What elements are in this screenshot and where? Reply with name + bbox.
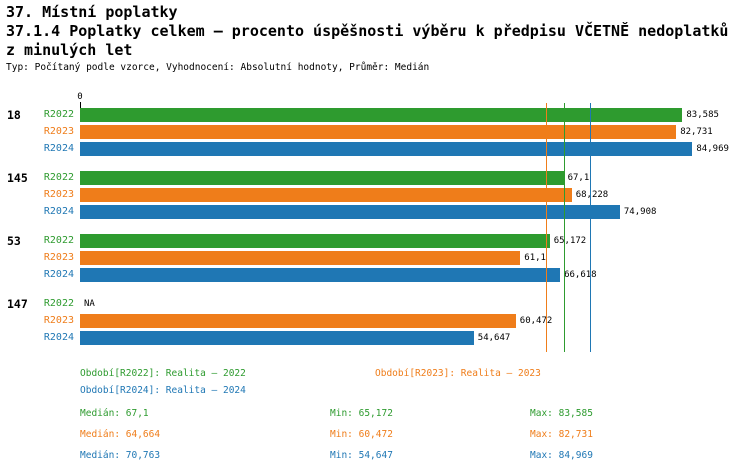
group-label: 53 (7, 234, 21, 248)
median-line-r2022 (563, 103, 565, 352)
group-label: 145 (7, 171, 28, 185)
stat-median-r2022: Medián: 67,1 (80, 408, 149, 419)
bar-r2023 (80, 251, 521, 265)
bar-value-label: 61,1 (524, 253, 546, 263)
bar-r2022 (80, 108, 683, 122)
median-line-r2023 (546, 103, 547, 352)
chart-title: 37.1.4 Poplatky celkem – procento úspěšn… (6, 22, 729, 40)
series-row-label: R2022 (43, 298, 74, 309)
group-label: 147 (7, 297, 28, 311)
group-label: 18 (7, 108, 21, 122)
bar-value-label: 84,969 (696, 144, 729, 154)
series-row-label: R2023 (43, 252, 74, 263)
legend-item-r2023: Období[R2023]: Realita – 2023 (375, 368, 541, 379)
stat-min-r2022: Min: 65,172 (330, 408, 393, 419)
x-axis-tick (80, 102, 81, 108)
series-row-label: R2024 (43, 143, 74, 154)
bar-r2024 (80, 205, 620, 219)
bar-value-label: 65,172 (553, 236, 587, 246)
bar-r2024 (80, 268, 561, 282)
bar-value-label: 82,731 (680, 127, 713, 137)
series-row-label: R2023 (43, 126, 74, 137)
median-line-r2024 (590, 103, 591, 352)
bar-r2023 (80, 188, 572, 202)
bar-r2022 (80, 171, 564, 185)
bar-value-label: NA (84, 299, 95, 309)
bar-r2024 (80, 331, 474, 345)
stat-max-r2022: Max: 83,585 (530, 408, 593, 419)
series-row-label: R2024 (43, 206, 74, 217)
chart-subtitle: Typ: Počítaný podle vzorce, Vyhodnocení:… (6, 62, 430, 73)
series-row-label: R2022 (43, 109, 74, 120)
bar-value-label: 74,908 (623, 207, 657, 217)
bar-value-label: 66,618 (564, 270, 597, 280)
series-row-label: R2022 (43, 235, 74, 246)
series-row-label: R2023 (43, 189, 74, 200)
chart-title-continued: z minulých let (6, 41, 133, 59)
bar-r2023 (80, 314, 516, 328)
bar-value-label: 60,472 (519, 316, 553, 326)
stat-median-r2024: Medián: 70,763 (80, 450, 161, 461)
legend-item-r2024: Období[R2024]: Realita – 2024 (80, 385, 246, 396)
stat-median-r2023: Medián: 64,664 (80, 429, 161, 440)
bar-value-label: 68,228 (575, 190, 609, 200)
bar-r2022 (80, 234, 550, 248)
x-axis-zero-label: 0 (77, 92, 83, 102)
series-row-label: R2024 (43, 269, 74, 280)
stat-max-r2023: Max: 82,731 (530, 429, 593, 440)
stat-min-r2024: Min: 54,647 (330, 450, 393, 461)
report-section-title: 37. Místní poplatky (6, 3, 178, 21)
stat-min-r2023: Min: 60,472 (330, 429, 393, 440)
bar-r2024 (80, 142, 693, 156)
bar-r2023 (80, 125, 677, 139)
bar-value-label: 83,585 (686, 110, 719, 120)
series-row-label: R2023 (43, 315, 74, 326)
bar-value-label: 67,1 (567, 173, 590, 183)
bar-value-label: 54,647 (477, 333, 511, 343)
series-row-label: R2022 (43, 172, 74, 183)
stat-max-r2024: Max: 84,969 (530, 450, 593, 461)
series-row-label: R2024 (43, 332, 74, 343)
legend-item-r2022: Období[R2022]: Realita – 2022 (80, 368, 246, 379)
